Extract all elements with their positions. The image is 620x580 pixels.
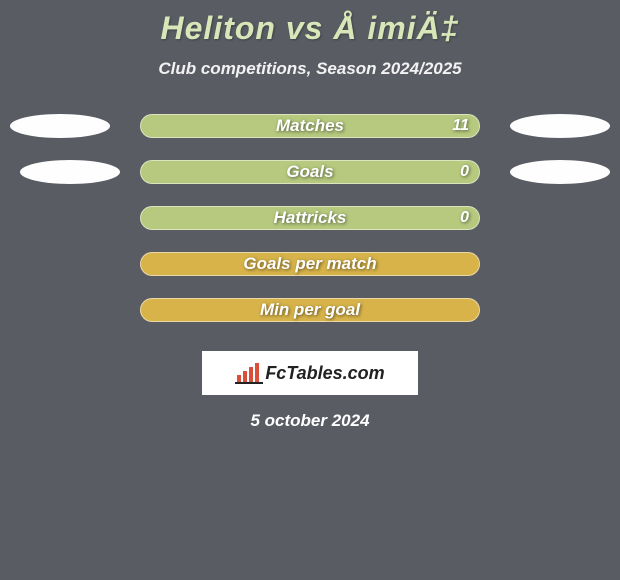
stat-value: 0	[460, 163, 469, 181]
stat-label: Matches	[141, 116, 479, 136]
player-right-marker	[510, 160, 610, 184]
stat-rows: Matches11Goals0Hattricks0Goals per match…	[0, 107, 620, 337]
stat-row: Min per goal	[0, 291, 620, 337]
player-right-marker	[510, 114, 610, 138]
chart-icon	[235, 361, 263, 385]
brand-logo-inner: FcTables.com	[235, 361, 384, 385]
stat-pill-fill: Hattricks0	[140, 206, 480, 230]
stat-pill: Goals0	[140, 160, 480, 184]
page-subtitle: Club competitions, Season 2024/2025	[0, 59, 620, 79]
date-text: 5 october 2024	[0, 411, 620, 431]
stat-pill-fill: Min per goal	[140, 298, 480, 322]
brand-logo-text: FcTables.com	[265, 363, 384, 384]
stat-row: Matches11	[0, 107, 620, 153]
stat-pill: Matches11	[140, 114, 480, 138]
stat-row: Goals0	[0, 153, 620, 199]
stat-pill-fill: Goals per match	[140, 252, 480, 276]
stat-value: 0	[460, 209, 469, 227]
stat-pill: Goals per match	[140, 252, 480, 276]
stat-pill: Min per goal	[140, 298, 480, 322]
stat-label: Min per goal	[141, 300, 479, 320]
stat-label: Goals	[141, 162, 479, 182]
stat-pill-fill: Goals0	[140, 160, 480, 184]
page-title: Heliton vs Å imiÄ‡	[0, 0, 620, 47]
stat-label: Hattricks	[141, 208, 479, 228]
brand-logo: FcTables.com	[202, 351, 418, 395]
player-left-marker	[10, 114, 110, 138]
stat-pill: Hattricks0	[140, 206, 480, 230]
stat-label: Goals per match	[141, 254, 479, 274]
stat-pill-fill: Matches11	[140, 114, 480, 138]
stat-row: Goals per match	[0, 245, 620, 291]
player-left-marker	[20, 160, 120, 184]
stats-card: Heliton vs Å imiÄ‡ Club competitions, Se…	[0, 0, 620, 580]
stat-row: Hattricks0	[0, 199, 620, 245]
stat-value: 11	[452, 117, 469, 135]
